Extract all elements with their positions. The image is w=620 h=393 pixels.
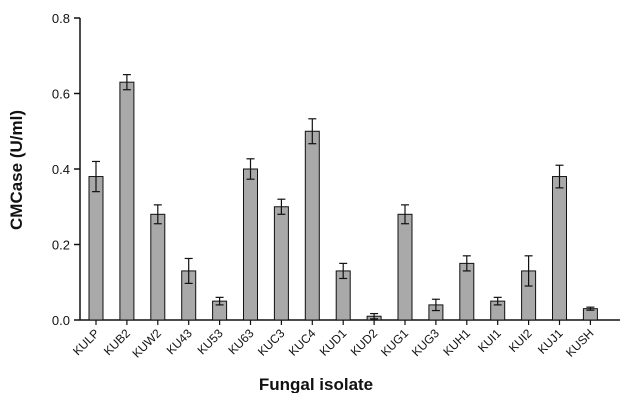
error-bar-kug1 bbox=[401, 204, 409, 225]
error-bar-ku53 bbox=[215, 296, 224, 306]
x-tick-label: KUC3 bbox=[255, 326, 288, 359]
x-tick-label: KU43 bbox=[164, 326, 195, 357]
x-tick-label: KU53 bbox=[195, 326, 226, 357]
error-bar-ku43 bbox=[184, 257, 193, 284]
y-tick-label: 0.8 bbox=[52, 11, 70, 26]
error-bar-kulp bbox=[92, 160, 100, 193]
error-bar-kug3 bbox=[431, 298, 440, 312]
error-bar-kud1 bbox=[339, 262, 348, 280]
error-bar-kud2 bbox=[370, 312, 379, 320]
x-tick-label: KUC4 bbox=[286, 326, 319, 359]
error-bar-kuh1 bbox=[462, 255, 471, 272]
error-bar-kush bbox=[586, 306, 595, 311]
error-bar-kuc4 bbox=[308, 118, 317, 145]
x-tick-label: KUG1 bbox=[378, 326, 411, 359]
y-tick-label: 0.0 bbox=[52, 313, 70, 328]
bar-kuc4 bbox=[304, 130, 320, 321]
x-tick-label: KU63 bbox=[225, 326, 256, 357]
x-tick-label: KUD2 bbox=[348, 326, 381, 359]
error-bar-kuw2 bbox=[153, 204, 162, 225]
bar-kuw2 bbox=[150, 213, 166, 321]
error-bar-ku63 bbox=[246, 158, 255, 180]
bar-kuj1 bbox=[552, 176, 567, 321]
bar-kuh1 bbox=[459, 262, 475, 321]
bars bbox=[88, 74, 598, 321]
error-bar-kui2 bbox=[524, 255, 533, 287]
x-tick-label: KUG3 bbox=[409, 326, 442, 359]
bar-kug1 bbox=[397, 213, 413, 321]
error-bar-kui1 bbox=[493, 296, 502, 306]
bar-kuc3 bbox=[273, 206, 289, 321]
x-tick-label: KUB2 bbox=[101, 326, 133, 358]
x-tick-label: KUJ1 bbox=[535, 326, 566, 357]
error-bar-kub2 bbox=[122, 74, 131, 91]
error-bar-kuc3 bbox=[277, 198, 286, 215]
x-tick-label: KUI2 bbox=[506, 326, 535, 355]
bar-kub2 bbox=[119, 81, 135, 321]
x-tick-label: KUD1 bbox=[317, 326, 350, 359]
x-tick-label: KUH1 bbox=[440, 326, 473, 359]
y-axis-title: CMCase (U/ml) bbox=[7, 110, 26, 230]
y-axis: 0.0 0.2 0.4 0.6 0.8 bbox=[52, 11, 81, 328]
y-tick-label: 0.4 bbox=[52, 162, 70, 177]
x-tick-label: KUI1 bbox=[475, 326, 504, 355]
x-tick-label: KUSH bbox=[563, 326, 596, 359]
x-tick-label: KULP bbox=[70, 326, 102, 358]
x-axis-title: Fungal isolate bbox=[259, 375, 373, 393]
x-tick-label: KUW2 bbox=[130, 326, 165, 361]
y-tick-label: 0.6 bbox=[52, 87, 70, 102]
y-tick-label: 0.2 bbox=[52, 238, 70, 253]
error-bar-kuj1 bbox=[555, 164, 564, 189]
bar-ku63 bbox=[243, 168, 258, 321]
bar-kulp bbox=[88, 176, 104, 321]
